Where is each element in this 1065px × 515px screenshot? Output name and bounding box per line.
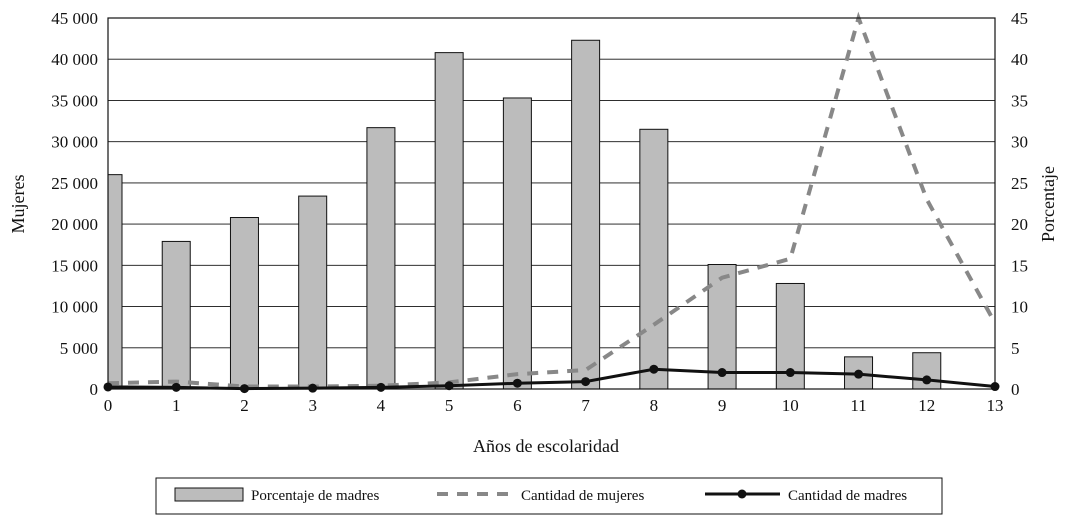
bar [161, 240, 191, 390]
bar-series [107, 39, 942, 390]
legend-label-porcentaje-de-madres: Porcentaje de madres [251, 488, 379, 504]
bar [366, 127, 396, 390]
x-tick-label: 7 [581, 396, 590, 415]
bar [639, 128, 669, 390]
y-right-tick-label: 35 [1011, 91, 1028, 110]
y-right-tick-label: 0 [1011, 380, 1020, 399]
bar [107, 174, 123, 390]
plot-frame [107, 17, 996, 390]
y-axis-right-title: Porcentaje [1038, 166, 1058, 242]
point-cantidad-de-madres [308, 383, 318, 393]
line-cantidad-de-mujeres [107, 11, 997, 389]
x-tick-label: 9 [718, 396, 727, 415]
x-tick-label: 8 [650, 396, 659, 415]
x-tick-label: 5 [445, 396, 454, 415]
x-tick-label: 3 [308, 396, 317, 415]
y-left-tick-label: 30 000 [51, 133, 98, 152]
point-cantidad-de-madres [444, 381, 454, 391]
bar [502, 97, 532, 390]
legend-marker-dot [737, 489, 747, 499]
x-tick-label: 11 [850, 396, 866, 415]
y-right-tick-label: 5 [1011, 339, 1020, 358]
x-tick-label: 6 [513, 396, 522, 415]
point-cantidad-de-madres [649, 364, 659, 374]
y-right-tick-label: 15 [1011, 256, 1028, 275]
x-tick-label: 1 [172, 396, 181, 415]
x-tick-label: 12 [918, 396, 935, 415]
x-tick-label: 10 [782, 396, 799, 415]
legend-label-cantidad-de-mujeres: Cantidad de mujeres [521, 488, 644, 504]
bar [298, 195, 328, 390]
point-cantidad-de-madres [922, 375, 932, 385]
y-right-tick-label: 40 [1011, 50, 1028, 69]
x-axis-title: Años de escolaridad [473, 436, 619, 456]
point-cantidad-de-madres [512, 378, 522, 388]
x-tick-label: 13 [987, 396, 1004, 415]
y-left-tick-label: 0 [90, 380, 99, 399]
bar [229, 217, 259, 390]
point-cantidad-de-madres [785, 368, 795, 378]
y-right-tick-label: 45 [1011, 9, 1028, 28]
x-tick-label: 0 [104, 396, 113, 415]
bar [434, 52, 464, 390]
point-cantidad-de-madres [376, 382, 386, 392]
bar [571, 39, 601, 390]
y-axis-left-title: Mujeres [8, 175, 28, 234]
legend-label-cantidad-de-madres: Cantidad de madres [788, 488, 907, 504]
y-left-tick-label: 15 000 [51, 256, 98, 275]
y-left-tick-label: 20 000 [51, 215, 98, 234]
y-right-tick-label: 10 [1011, 298, 1028, 317]
legend-box [155, 477, 943, 515]
y-left-tick-label: 10 000 [51, 298, 98, 317]
point-cantidad-de-madres [171, 382, 181, 392]
legend-swatch-bar [174, 487, 244, 502]
y-left-tick-label: 5 000 [60, 339, 98, 358]
point-cantidad-de-madres [581, 377, 591, 387]
y-right-tick-label: 25 [1011, 174, 1028, 193]
y-left-tick-label: 25 000 [51, 174, 98, 193]
point-cantidad-de-madres [854, 369, 864, 379]
x-tick-label: 4 [377, 396, 386, 415]
point-cantidad-de-madres [717, 368, 727, 378]
legend: Porcentaje de madres Cantidad de mujeres… [155, 477, 943, 515]
x-tick-label: 2 [240, 396, 249, 415]
y-left-tick-label: 45 000 [51, 9, 98, 28]
y-right-tick-label: 20 [1011, 215, 1028, 234]
y-left-tick-label: 35 000 [51, 91, 98, 110]
y-left-tick-label: 40 000 [51, 50, 98, 69]
y-right-tick-label: 30 [1011, 133, 1028, 152]
